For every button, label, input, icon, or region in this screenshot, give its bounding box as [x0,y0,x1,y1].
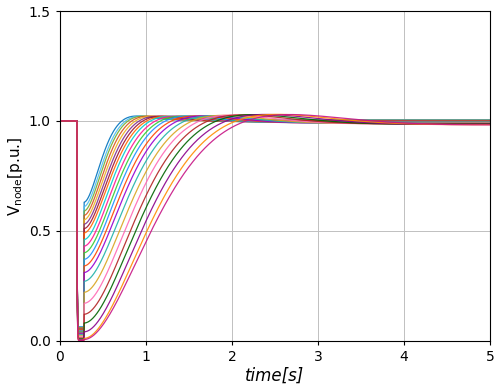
X-axis label: time[s]: time[s] [246,367,304,385]
Y-axis label: V$_\mathrm{node}$[p.u.]: V$_\mathrm{node}$[p.u.] [6,136,25,216]
